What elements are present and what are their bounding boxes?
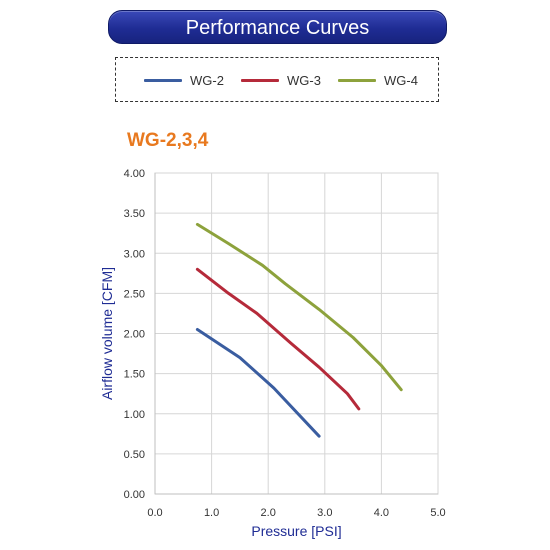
- y-tick-label: 1.50: [124, 369, 145, 381]
- chart-title: WG-2,3,4: [127, 130, 209, 151]
- legend-label-wg-2: WG-2: [190, 72, 224, 88]
- legend-label-wg-3: WG-3: [287, 72, 321, 88]
- banner-title: Performance Curves: [185, 17, 370, 39]
- y-tick-label: 2.50: [124, 288, 145, 300]
- x-axis-title: Pressure [PSI]: [251, 523, 341, 539]
- series-line-wg-2: [195, 328, 321, 438]
- x-tick-label: 0.0: [147, 507, 162, 519]
- x-tick-label: 4.0: [374, 507, 389, 519]
- y-tick-label: 3.00: [124, 248, 145, 260]
- legend-item-wg-2: WG-2: [144, 71, 224, 89]
- series-line-wg-3: [195, 267, 361, 411]
- y-tick-label: 4.00: [124, 168, 145, 180]
- x-tick-label: 3.0: [317, 507, 332, 519]
- legend-swatch-wg-4: [338, 78, 376, 82]
- series-line-wg-4: [195, 222, 403, 392]
- y-tick-label: 3.50: [124, 208, 145, 220]
- legend-item-wg-3: WG-3: [241, 71, 321, 89]
- x-tick-label: 2.0: [261, 507, 276, 519]
- y-tick-label: 0.00: [124, 489, 145, 501]
- y-axis-title: Airflow volume [CFM]: [99, 267, 115, 400]
- y-tick-label: 0.50: [124, 449, 145, 461]
- performance-curves-banner: Performance Curves: [108, 10, 447, 44]
- x-tick-label: 1.0: [204, 507, 219, 519]
- legend-item-wg-4: WG-4: [338, 71, 418, 89]
- legend-swatch-wg-2: [144, 78, 182, 82]
- y-tick-label: 2.00: [124, 329, 145, 341]
- legend-swatch-wg-3: [241, 78, 279, 82]
- legend: WG-2 WG-3 WG-4: [115, 57, 439, 102]
- legend-label-wg-4: WG-4: [384, 72, 418, 88]
- y-tick-label: 1.00: [124, 409, 145, 421]
- x-tick-label: 5.0: [430, 507, 445, 519]
